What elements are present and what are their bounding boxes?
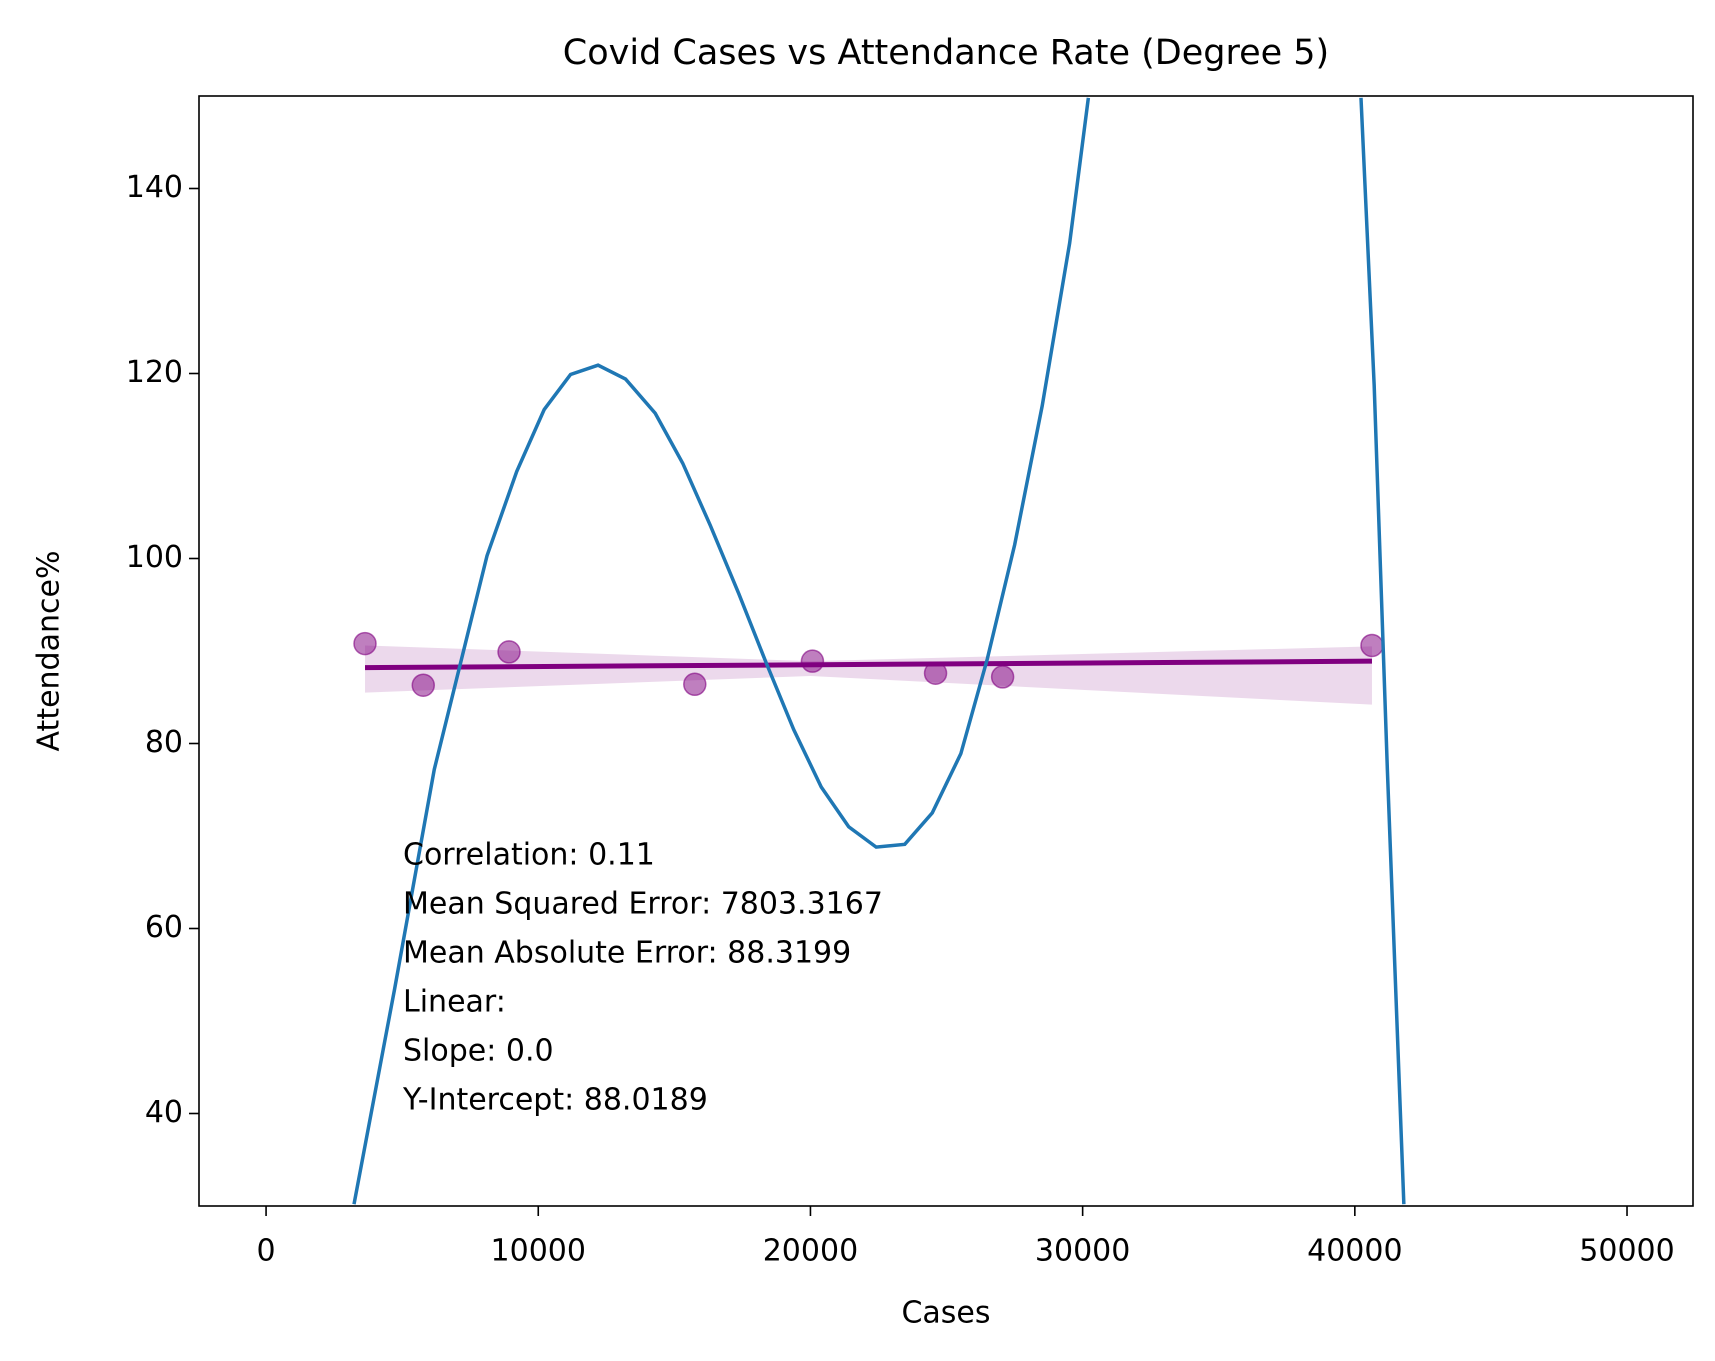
scatter-point [683,672,707,697]
axes-frame [198,95,1694,1207]
polynomial-curve [352,97,1406,1205]
x-tick-label: 40000 [1307,1234,1402,1269]
annotation: Slope: 0.0 [403,1034,554,1069]
plot-area [352,97,1406,1205]
x-tick-label: 10000 [491,1234,586,1269]
y-tick-label: 60 [145,910,183,945]
scatter-point [353,631,377,656]
annotation: Linear: [403,985,506,1020]
chart-title: Covid Cases vs Attendance Rate (Degree 5… [563,33,1329,73]
y-tick-label: 140 [126,170,183,205]
annotation: Y-Intercept: 88.0189 [402,1083,708,1118]
x-tick-label: 50000 [1579,1234,1674,1269]
scatter-point [497,640,521,664]
annotation: Correlation: 0.11 [403,838,655,873]
scatter-point [800,649,825,673]
x-axis-label: Cases [901,1296,990,1331]
regression-line [364,658,1372,671]
y-tick-label: 80 [145,725,183,760]
y-axis-label: Attendance% [32,551,67,752]
x-tick-label: 30000 [1035,1234,1130,1269]
annotation: Mean Squared Error: 7803.3167 [403,887,883,922]
y-tick-label: 120 [126,355,183,390]
y-tick-label: 100 [126,540,183,575]
confidence-band [365,645,1372,705]
y-tick-label: 40 [145,1095,183,1130]
x-tick-label: 20000 [763,1234,858,1269]
scatter-point [411,673,436,697]
annotation: Mean Absolute Error: 88.3199 [403,936,851,971]
scatter-point [990,665,1015,689]
x-tick-label: 0 [257,1234,276,1269]
scatter-point [1360,633,1384,658]
